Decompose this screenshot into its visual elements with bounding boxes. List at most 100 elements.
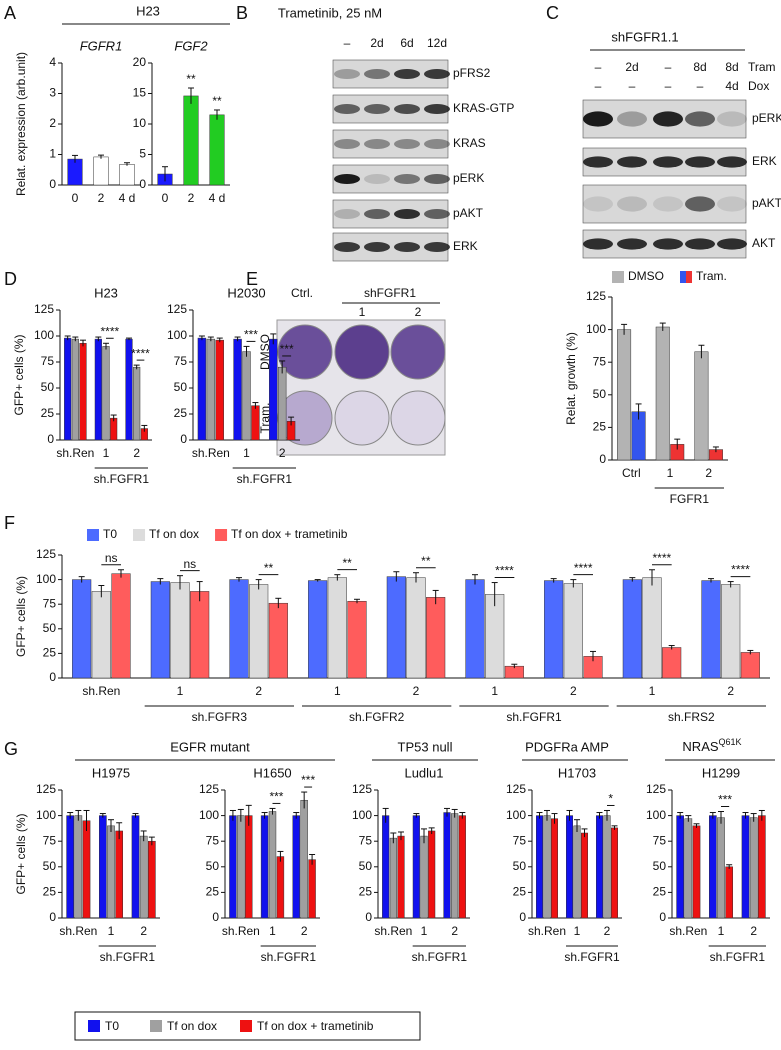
y-tick-label: 0 <box>49 910 56 924</box>
blot-row-label: pERK <box>453 171 484 185</box>
significance: **** <box>100 324 119 338</box>
condition-label: Dox <box>748 79 769 93</box>
legend-swatch <box>88 1020 100 1032</box>
legend-swatch <box>612 271 624 283</box>
group-header: PDGFRa AMP <box>525 739 609 754</box>
band <box>334 139 360 149</box>
x-tick-label: 1 <box>491 684 498 698</box>
y-tick-label: 0 <box>49 670 56 684</box>
band <box>583 111 613 127</box>
band <box>394 69 420 79</box>
x-tick-label: 2 <box>140 924 147 938</box>
plate-row: DMSO <box>258 334 272 370</box>
significance: *** <box>301 773 315 787</box>
bar <box>276 856 285 919</box>
legend-label: Tf on dox + trametinib <box>257 1019 374 1033</box>
x-tick-label: 2 <box>255 684 262 698</box>
bar <box>249 584 269 679</box>
band <box>617 156 647 168</box>
plate-well <box>277 324 333 380</box>
y-axis-label: Relat. expression (arb.unit) <box>14 52 28 196</box>
bar <box>93 156 109 186</box>
lane-label: – <box>595 79 602 93</box>
y-tick-label: 75 <box>513 833 527 847</box>
bar <box>386 576 406 679</box>
band <box>364 174 390 184</box>
y-tick-label: 50 <box>174 380 188 394</box>
x-tick-label: 4 d <box>119 191 136 205</box>
y-tick-label: 75 <box>359 833 373 847</box>
bar <box>406 577 426 679</box>
bar <box>268 811 277 919</box>
bar <box>67 158 83 186</box>
y-tick-label: 50 <box>41 380 55 394</box>
y-tick-label: 25 <box>41 406 55 420</box>
bar <box>148 840 156 919</box>
y-tick-label: 75 <box>653 833 667 847</box>
bar <box>551 818 558 919</box>
lane-label: 2d <box>370 36 383 50</box>
bar <box>397 835 405 919</box>
bar <box>183 95 199 186</box>
y-tick-label: 25 <box>593 420 607 434</box>
bar <box>251 405 260 441</box>
x-tick-label: Ctrl <box>622 466 641 480</box>
y-tick-label: 125 <box>167 302 187 316</box>
bar <box>229 579 249 679</box>
y-tick-label: 75 <box>43 596 57 610</box>
x-tick-label: 1 <box>421 924 428 938</box>
band <box>424 104 450 114</box>
y-tick-label: 50 <box>593 387 607 401</box>
x-tick-label: 2 <box>604 924 611 938</box>
y-tick-label: 50 <box>359 859 373 873</box>
bar <box>206 338 216 441</box>
x-tick-label: 1 <box>243 446 250 460</box>
x-tick-label: sh.Ren <box>59 924 97 938</box>
y-tick-label: 25 <box>206 885 220 899</box>
bar <box>71 338 79 441</box>
band <box>617 111 647 127</box>
bar <box>543 815 551 919</box>
legend-label: Tram. <box>696 269 727 283</box>
group-header: NRASQ61K <box>682 737 741 754</box>
bar <box>428 830 436 919</box>
bar <box>260 815 269 919</box>
bar <box>382 815 390 919</box>
bar <box>277 366 287 441</box>
x-tick-label: 2 <box>279 446 286 460</box>
band <box>364 209 390 219</box>
x-tick-label: 0 <box>72 191 79 205</box>
blot-title: Trametinib, 25 nM <box>278 5 382 20</box>
significance: *** <box>718 793 732 807</box>
x-tick-label: 1 <box>269 924 276 938</box>
y-tick-label: 50 <box>206 859 220 873</box>
band <box>653 238 683 250</box>
x-tick-label: 1 <box>108 924 115 938</box>
bar <box>420 835 428 919</box>
x-tick-label: 1 <box>718 924 725 938</box>
y-tick-label: 0 <box>139 177 146 191</box>
y-tick-label: 75 <box>43 833 57 847</box>
significance: ** <box>212 94 222 108</box>
y-tick-label: 1 <box>49 147 56 161</box>
y-tick-label: 125 <box>36 782 56 796</box>
plate-well <box>390 390 446 446</box>
lane-label: 8d <box>725 60 738 74</box>
significance: **** <box>574 561 593 575</box>
y-tick-label: 125 <box>36 547 56 561</box>
x-group-label: sh.FGFR1 <box>506 710 562 724</box>
chart-title: H1703 <box>558 765 596 780</box>
blot-row-label: pAKT <box>453 206 484 220</box>
x-tick-label: sh.Ren <box>669 924 707 938</box>
band <box>334 69 360 79</box>
bar <box>566 815 573 919</box>
band <box>653 196 683 212</box>
bar <box>300 799 308 919</box>
panel-label: D <box>4 269 17 289</box>
y-tick-label: 50 <box>43 621 57 635</box>
bar <box>465 579 485 679</box>
band <box>364 104 390 114</box>
band <box>717 238 747 250</box>
y-tick-label: 0 <box>519 910 526 924</box>
